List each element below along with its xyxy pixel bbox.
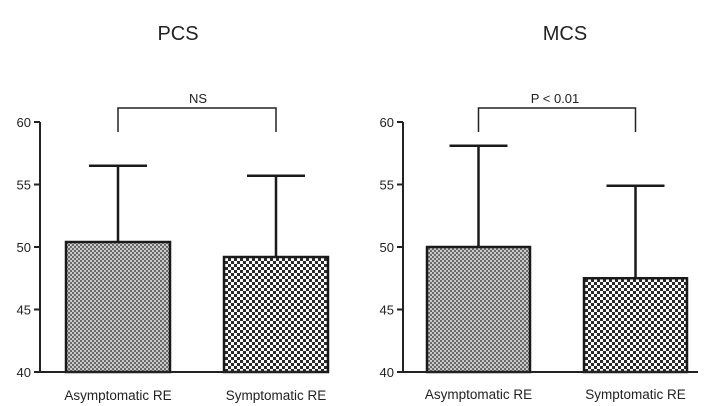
axes: Asymptomatic RE Symptomatic RE 40 45 50 55 60 <box>380 115 698 402</box>
bar-group <box>425 144 689 374</box>
significance-bracket: P < 0.01 <box>477 91 637 132</box>
significance-label: P < 0.01 <box>531 91 580 106</box>
y-tick-label: 45 <box>380 303 394 318</box>
y-tick-label: 45 <box>17 303 31 318</box>
bar <box>64 240 172 374</box>
significance-line <box>477 107 637 132</box>
bar <box>425 245 532 374</box>
y-tick-label: 55 <box>380 178 394 193</box>
axes: Asymptomatic RE Symptomatic RE 40 45 50 55 60 <box>17 115 327 403</box>
bar <box>222 255 330 374</box>
bar-group <box>64 164 330 374</box>
x-tick-label: Symptomatic RE <box>226 388 327 403</box>
chart-title: PCS <box>157 23 198 45</box>
y-tick-label: 50 <box>17 240 31 255</box>
x-tick-label: Symptomatic RE <box>585 387 686 402</box>
bar <box>582 277 689 374</box>
y-tick-label: 50 <box>380 240 394 255</box>
significance-bracket: NS <box>117 91 277 132</box>
x-tick-label: Asymptomatic RE <box>425 387 532 402</box>
panel-pcs: PCS Asymptomatic RE Symptomatic RE 40 45 50 5… <box>17 23 330 403</box>
panel-mcs: MCS Asymptomatic RE Symptomatic RE 40 45 50 5… <box>380 23 698 402</box>
y-tick-label: 60 <box>17 115 31 130</box>
y-tick-label: 60 <box>380 115 394 130</box>
significance-label: NS <box>189 91 207 106</box>
x-tick-label: Asymptomatic RE <box>64 388 171 403</box>
significance-line <box>117 107 277 132</box>
chart-title: MCS <box>543 23 587 45</box>
y-tick-label: 55 <box>17 178 31 193</box>
y-tick-label: 40 <box>17 365 31 380</box>
y-tick-label: 40 <box>380 365 394 380</box>
